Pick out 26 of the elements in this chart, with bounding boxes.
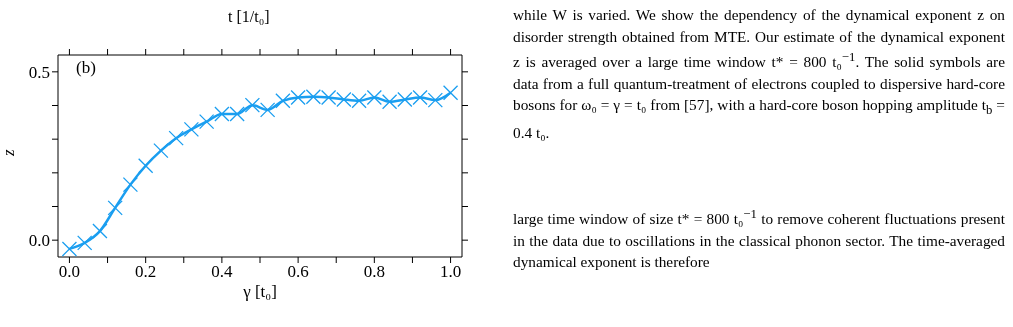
y-axis-title: z	[0, 149, 19, 157]
x-tick-label: 1.0	[439, 262, 462, 282]
text: while W is varied. We show the dependency of the dynamical exponent z on disorder strength obtained from MTE. Our estimate of the dynamical exponent z is averaged over a large time window t* = 800 t₀$^{−1}$. The solid symbols are data from a full quantum-treatment of electrons coupled to dispersive hard-core bosons for ω₀ = γ = t₀ from [57], with a hard-core boson hopping amplitude t$_{b}$ = 0.4 t₀.	[513, 6, 1005, 141]
point	[107, 200, 123, 216]
point	[275, 93, 291, 109]
point	[442, 85, 459, 101]
y-tick-label: 0.5	[28, 62, 50, 82]
point	[138, 158, 154, 174]
x-axis-title: γ [t₀]	[242, 282, 277, 301]
x-tick-label: 0.2	[135, 262, 157, 282]
x-tick-label: 0.0	[58, 262, 81, 282]
x-tick-label: 0.8	[363, 262, 385, 282]
point	[198, 114, 215, 130]
x-tick-label: 0.6	[287, 262, 309, 282]
point	[259, 102, 276, 118]
point	[61, 241, 78, 257]
point	[366, 89, 382, 106]
point	[244, 97, 261, 113]
point	[77, 235, 93, 251]
text: t [1/t₀]	[228, 8, 270, 26]
x-tick-label: 0.4	[211, 262, 234, 282]
point	[183, 121, 200, 138]
point	[168, 130, 184, 146]
text: large time window of size t* = 800 t₀$^{−1}$ to remove coherent fluctuations present in the data due to oscillations in the classical phonon sector. The time-averaged dynamical exponent is therefore	[513, 206, 1005, 273]
annotation: (b)	[76, 58, 96, 78]
point	[122, 176, 139, 193]
